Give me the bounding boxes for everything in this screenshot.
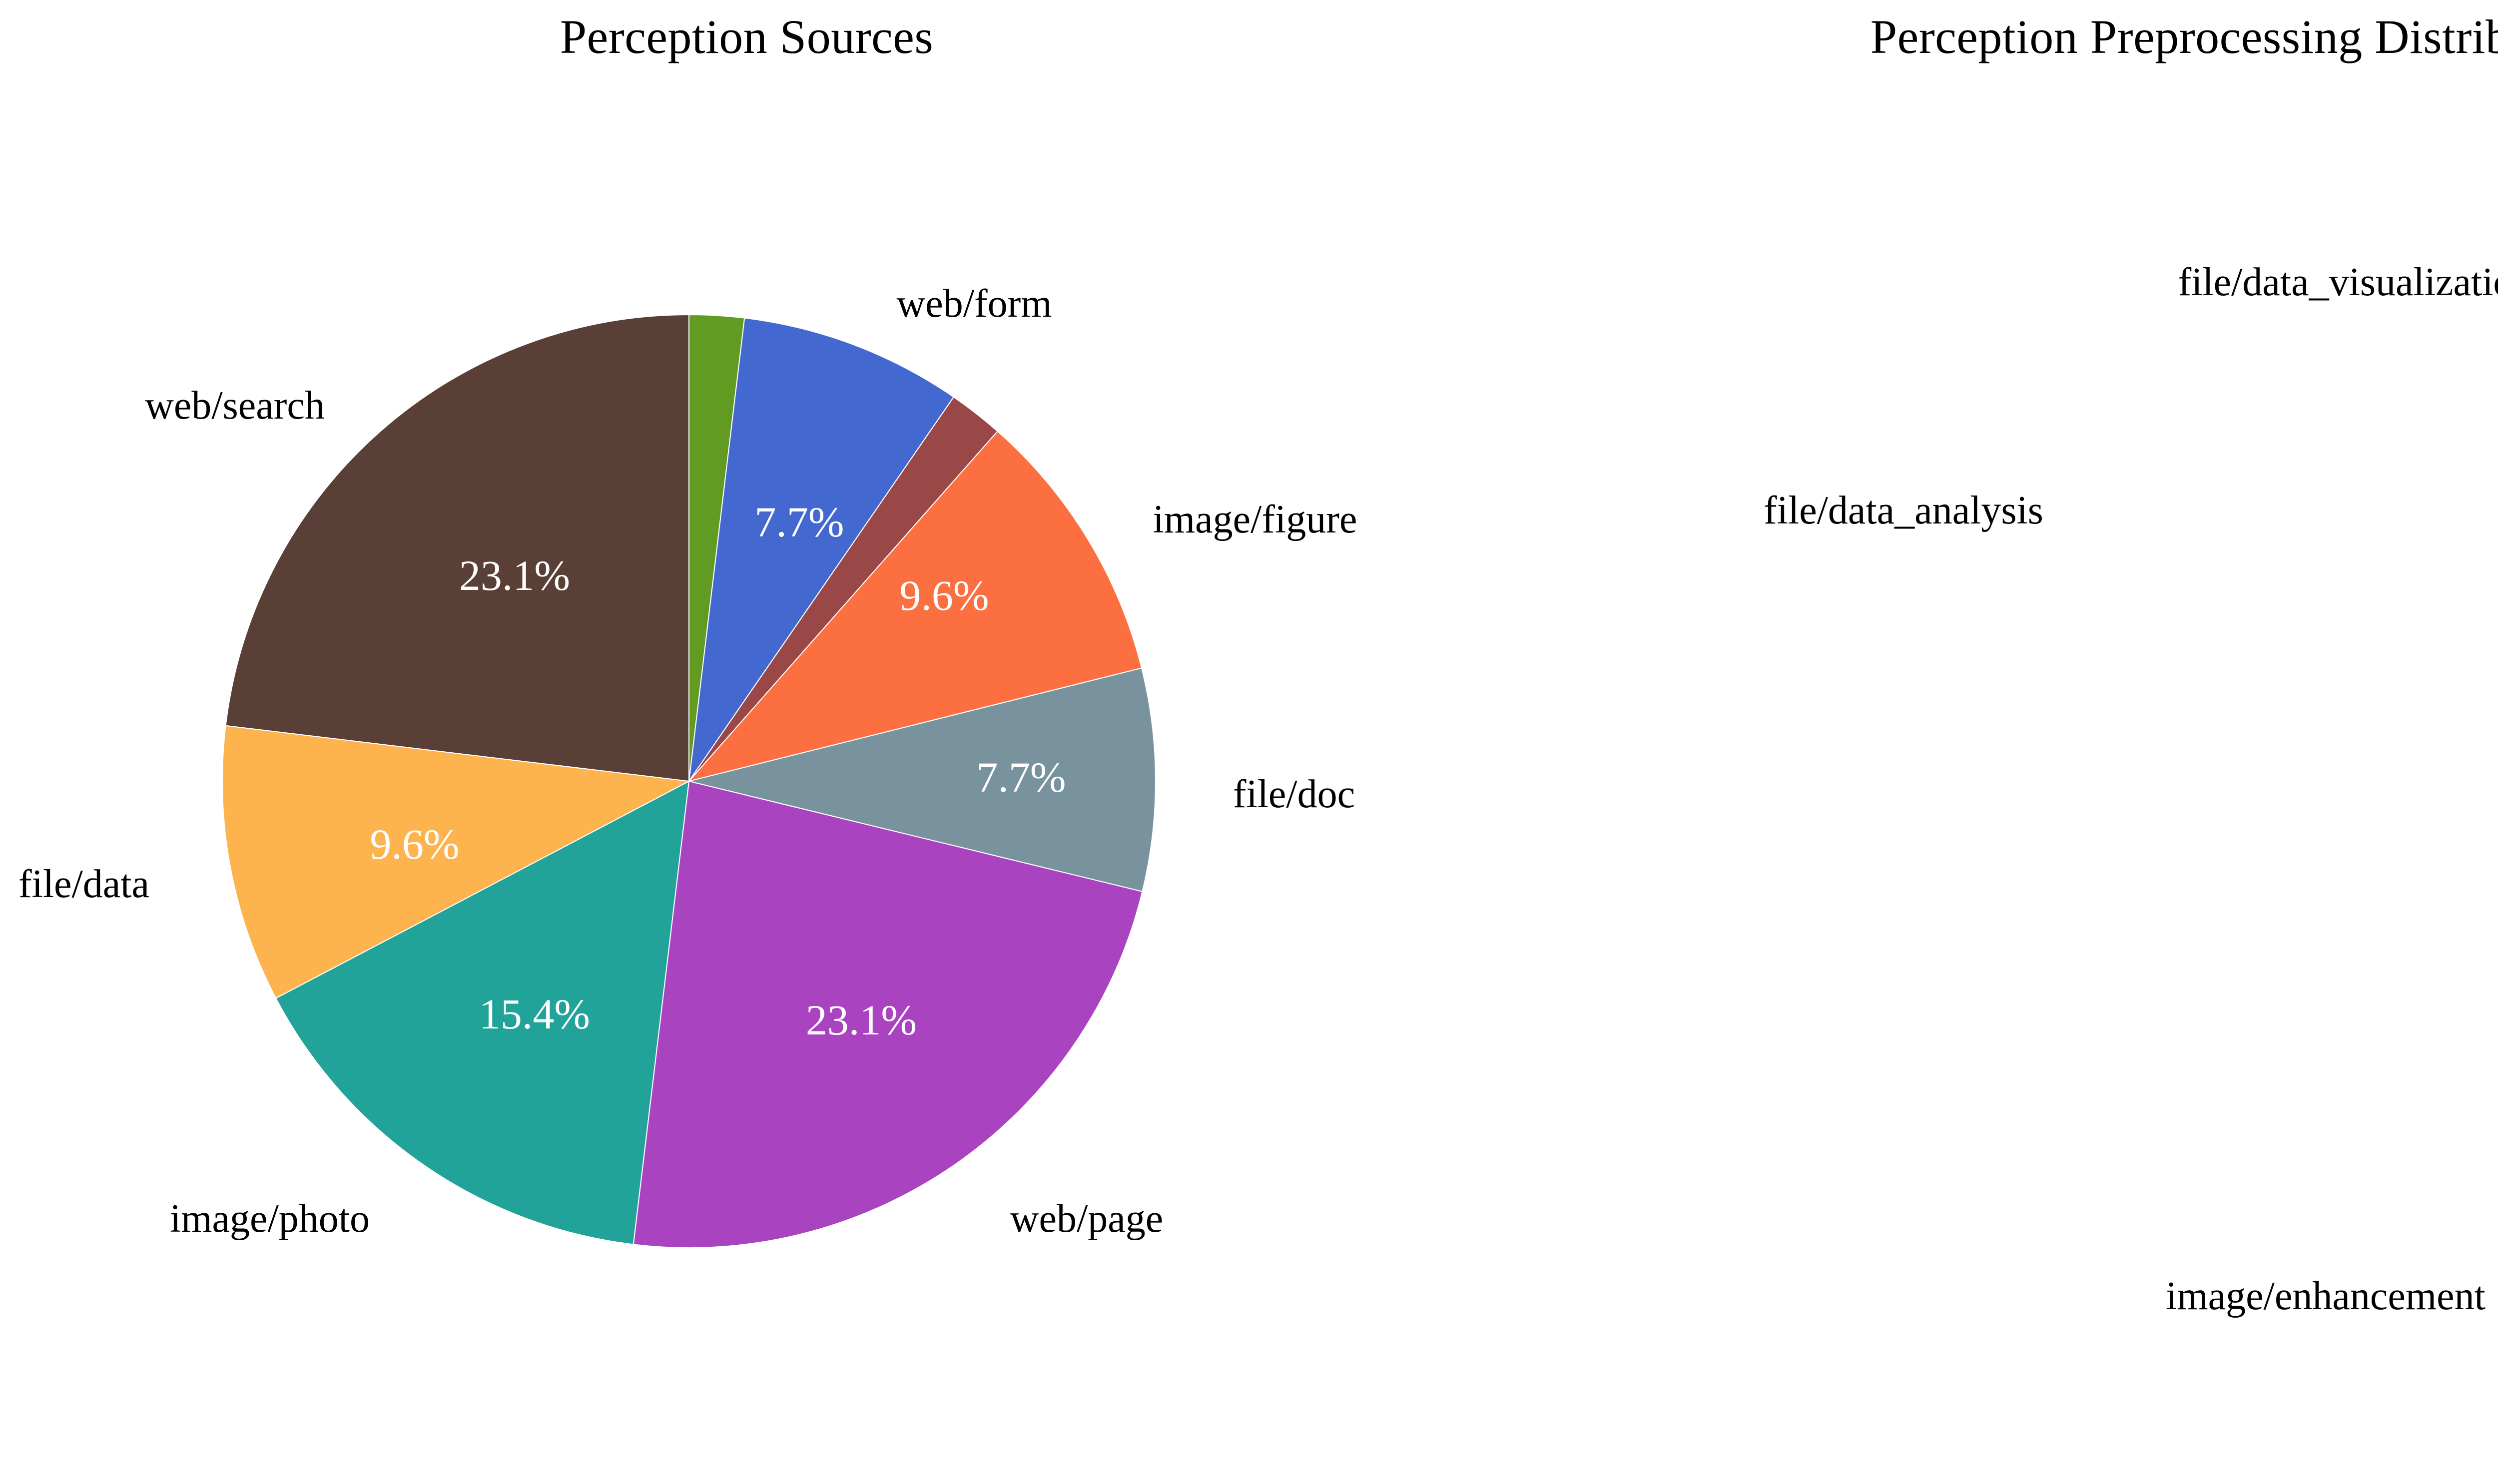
left-pie-category-label-web-form: web/form [896,282,1052,326]
left-pie-slice-file-doc [688,667,1156,893]
panel-perception-sources: Perception Sources [222,10,1156,1248]
left-pie-value-label-web-form: 7.7% [754,498,844,546]
left-pie-category-label-image-figure: image/figure [1153,497,1357,541]
right-pie-value-label-image-enhancement: 45.5% [2220,1005,2332,1053]
left-pie-category-label-web-search: web/search [145,384,325,428]
right-pie-value-label-file-doc-processing: 18.2% [2337,580,2449,628]
left-pie-slice-web-form [688,317,955,782]
pie-chart-perception-preprocessing [1493,0,2498,1484]
left-pie-slice-web-search [225,314,689,782]
left-pie-value-label-file-data: 9.6% [370,820,460,868]
left-pie-category-label-file-doc: file/doc [1233,772,1355,816]
right-pie-category-label-image-enhancement: image/enhancement [2166,1274,2486,1318]
left-pie-value-label-file-doc: 7.7% [976,753,1066,801]
panel-perception-preprocessing: Perception Preprocessing Distribution [1493,0,2498,1484]
right-pie-category-label-file-data-visualization: file/data_visualization [2178,260,2498,304]
left-pie-value-label-image-photo: 15.4% [479,990,591,1038]
left-pie-value-label-web-search: 23.1% [459,551,571,599]
left-pie-slice-web-page [632,780,1143,1248]
left-pie-slice-image-figure [687,430,1143,782]
left-pie-value-label-web-page: 23.1% [805,996,917,1044]
page-title-perception-sources: Perception Sources [560,10,934,63]
left-pie-value-label-image-figure: 9.6% [899,571,989,619]
page-title-perception-preprocessing: Perception Preprocessing Distribution [1870,10,2498,63]
left-pie-category-label-image-photo: image/photo [170,1197,370,1241]
right-pie-category-label-file-data-analysis: file/data_analysis [1764,489,2043,532]
left-pie-slice-file-data [222,725,691,999]
right-pie-value-label-file-data-analysis: 31.8% [1953,606,2065,654]
left-pie-category-label-web-page: web/page [1010,1197,1164,1241]
right-pie-value-label-file-data-visualization: 4.5% [2192,482,2282,529]
left-pie-category-label-file-data: file/data [18,862,150,906]
left-pie-slice-image-photo [275,780,690,1245]
pie-svg-right [1493,0,2498,1484]
